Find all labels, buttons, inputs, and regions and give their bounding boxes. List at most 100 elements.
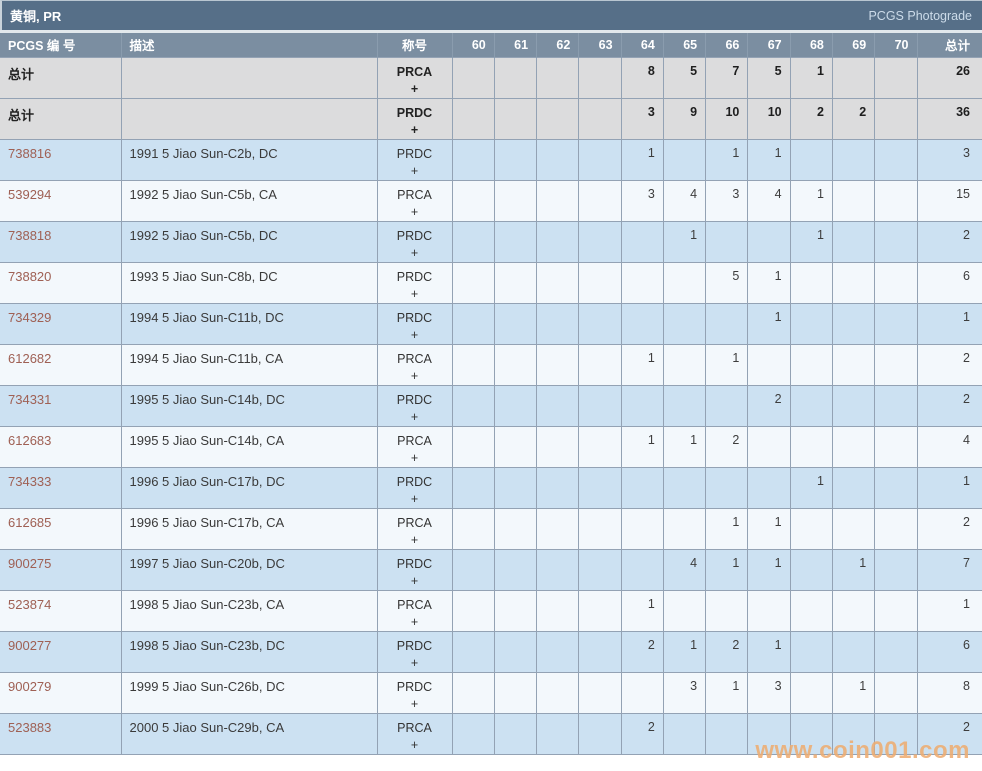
description-cell: 1994 5 Jiao Sun-C11b, CA <box>120 343 378 386</box>
grade-cell-69 <box>831 466 876 509</box>
total-cell: 4 <box>916 425 982 468</box>
grade-cell-65: 4 <box>662 548 707 591</box>
pcgs-number-cell: 900279 <box>0 671 122 714</box>
grade-cell-62 <box>536 466 580 509</box>
grade-cell-70 <box>874 179 918 222</box>
pcgs-number-cell: 738820 <box>0 261 122 304</box>
grade-cell-60 <box>451 466 495 509</box>
pcgs-number-link[interactable]: 734331 <box>8 391 52 407</box>
grade-cell-64: 3 <box>620 97 664 140</box>
designation-label: PRDC <box>396 146 433 161</box>
photograde-link[interactable]: PCGS Photograde <box>868 8 972 23</box>
grade-cell-67: 1 <box>747 630 791 673</box>
grade-cell-67: 1 <box>747 302 791 345</box>
grade-cell-61 <box>493 179 538 222</box>
designation-label: PRDC <box>396 638 433 653</box>
designation-cell: PRDC + <box>376 548 453 591</box>
grade-cell-67 <box>747 220 791 263</box>
grade-cell-60 <box>451 56 495 99</box>
designation-cell: PRCA + <box>376 56 453 99</box>
grade-cell-61 <box>493 425 538 468</box>
grade-cell-61 <box>493 589 538 632</box>
grade-cell-70 <box>874 261 918 304</box>
grade-cell-63 <box>578 261 622 304</box>
grade-cell-65 <box>662 302 707 345</box>
pcgs-number-cell: 总计 <box>0 56 122 99</box>
grade-cell-66 <box>705 589 749 632</box>
pcgs-number-link[interactable]: 900275 <box>8 555 52 571</box>
grade-cell-66 <box>705 220 749 263</box>
grade-cell-66 <box>705 302 749 345</box>
grade-cell-61 <box>493 261 538 304</box>
grade-cell-69 <box>831 630 876 673</box>
grade-cell-65: 1 <box>662 630 707 673</box>
table-row: 738818 1992 5 Jiao Sun-C5b, DC PRDC +1 1 2 <box>0 220 982 263</box>
grade-cell-66: 1 <box>705 548 749 591</box>
column-header-description: 描述 <box>121 33 378 57</box>
grade-cell-63 <box>578 302 622 345</box>
pcgs-number-link[interactable]: 523883 <box>8 719 52 735</box>
grade-cell-67: 2 <box>747 384 791 427</box>
pcgs-number-link[interactable]: 612685 <box>8 514 52 530</box>
description-cell: 1996 5 Jiao Sun-C17b, DC <box>120 466 378 509</box>
grade-cell-64: 8 <box>620 56 664 99</box>
total-row: 总计 PRCA +8 5 7 5 1 26 <box>0 56 982 99</box>
designation-plus: + <box>410 655 419 670</box>
pcgs-number-link[interactable]: 539294 <box>8 186 52 202</box>
designation-label: PRCA <box>397 597 432 612</box>
pcgs-number-cell: 734331 <box>0 384 122 427</box>
grade-cell-64 <box>620 507 664 550</box>
grade-cell-63 <box>578 97 622 140</box>
description-cell: 1994 5 Jiao Sun-C11b, DC <box>120 302 378 345</box>
pcgs-number-cell: 523874 <box>0 589 122 632</box>
pcgs-number-link[interactable]: 738818 <box>8 227 52 243</box>
table-row: 612685 1996 5 Jiao Sun-C17b, CA PRCA +1 1 2 <box>0 507 982 550</box>
pcgs-number-link[interactable]: 738816 <box>8 145 52 161</box>
designation-cell: PRDC + <box>376 220 453 263</box>
pcgs-number-link[interactable]: 612683 <box>8 432 52 448</box>
pcgs-number-cell: 总计 <box>0 97 122 140</box>
grade-cell-62 <box>536 425 580 468</box>
column-header-grade-65: 65 <box>663 33 707 57</box>
grade-cell-70 <box>874 302 918 345</box>
grade-cell-68 <box>789 630 833 673</box>
designation-plus: + <box>410 204 419 219</box>
table-row: 738816 1991 5 Jiao Sun-C2b, DC PRDC +1 1 1 3 <box>0 138 982 181</box>
grade-cell-66: 5 <box>705 261 749 304</box>
grade-cell-67: 1 <box>747 138 791 181</box>
table-row: 734329 1994 5 Jiao Sun-C11b, DC PRDC +1 1 <box>0 302 982 345</box>
grade-cell-69 <box>831 220 876 263</box>
column-header-grade-60: 60 <box>452 33 495 57</box>
designation-label: PRCA <box>397 515 432 530</box>
designation-label: PRDC <box>396 556 433 571</box>
pcgs-number-link[interactable]: 734333 <box>8 473 52 489</box>
grade-cell-61 <box>493 56 538 99</box>
grade-cell-64 <box>620 466 664 509</box>
grade-cell-67 <box>747 466 791 509</box>
grade-cell-62 <box>536 507 580 550</box>
table-row: 539294 1992 5 Jiao Sun-C5b, CA PRCA +3 4 3 4 1 1… <box>0 179 982 222</box>
description-cell: 1992 5 Jiao Sun-C5b, CA <box>120 179 378 222</box>
grade-cell-66: 2 <box>705 630 749 673</box>
designation-cell: PRDC + <box>376 97 453 140</box>
designation-plus: + <box>410 327 419 342</box>
pcgs-number-link[interactable]: 734329 <box>8 309 52 325</box>
description-cell: 1993 5 Jiao Sun-C8b, DC <box>120 261 378 304</box>
grade-cell-64 <box>620 261 664 304</box>
designation-plus: + <box>410 163 419 178</box>
designation-label: PRCA <box>397 351 432 366</box>
grade-cell-62 <box>536 671 580 714</box>
grade-cell-65 <box>662 589 707 632</box>
designation-cell: PRCA + <box>376 712 453 755</box>
pcgs-number-link[interactable]: 523874 <box>8 596 52 612</box>
designation-label: PRDC <box>396 269 433 284</box>
grade-cell-70 <box>874 466 918 509</box>
designation-cell: PRDC + <box>376 466 453 509</box>
pcgs-number-link[interactable]: 612682 <box>8 350 52 366</box>
grade-cell-69: 1 <box>831 548 876 591</box>
grade-cell-65 <box>662 466 707 509</box>
pcgs-number-link[interactable]: 900277 <box>8 637 52 653</box>
pcgs-number-link[interactable]: 738820 <box>8 268 52 284</box>
column-header-grade-69: 69 <box>832 33 876 57</box>
pcgs-number-link[interactable]: 900279 <box>8 678 52 694</box>
